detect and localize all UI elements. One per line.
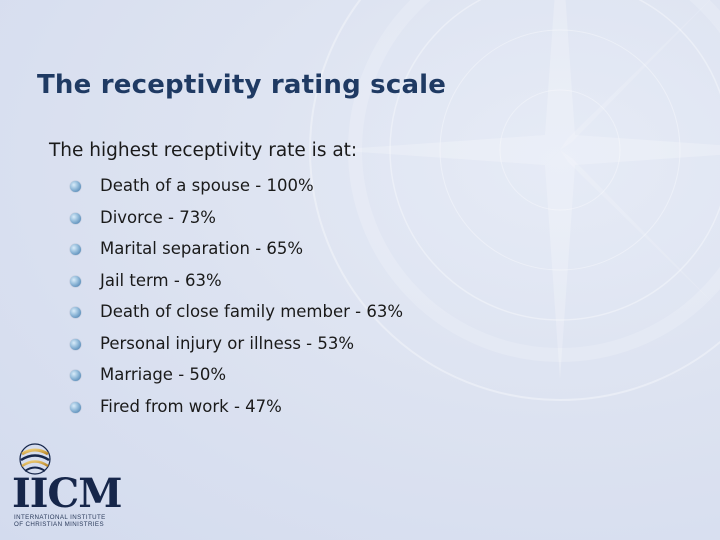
bullet-icon: [70, 212, 81, 224]
list-item: Death of a spouse - 100%: [70, 173, 403, 205]
list-item: Fired from work - 47%: [70, 394, 403, 426]
list-item: Death of close family member - 63%: [70, 299, 403, 331]
list-item-label: Fired from work - 47%: [100, 396, 282, 416]
list-item: Marriage - 50%: [70, 362, 403, 394]
bullet-icon: [70, 370, 81, 381]
list-item-label: Divorce - 73%: [100, 207, 216, 227]
list-item-label: Jail term - 63%: [100, 270, 222, 290]
list-item-label: Marriage - 50%: [100, 365, 227, 384]
bullet-icon: [70, 338, 81, 350]
list-item: Jail term - 63%: [70, 268, 403, 300]
list-item: Divorce - 73%: [70, 205, 403, 237]
bullet-icon: [70, 244, 81, 255]
list-item-label: Personal injury or illness - 53%: [100, 333, 355, 353]
list-item-label: Death of close family member - 63%: [100, 302, 404, 321]
logo-subtitle-line1: INTERNATIONAL INSTITUTE: [14, 514, 106, 521]
logo-acronym: IICM: [12, 470, 123, 517]
logo-subtitle-line2: OF CHRISTIAN MINISTRIES: [14, 521, 104, 528]
list-item: Personal injury or illness - 53%: [70, 331, 403, 363]
list-item-label: Marital separation - 65%: [100, 239, 304, 258]
list-item-label: Death of a spouse - 100%: [100, 176, 314, 195]
bullet-icon: [70, 275, 81, 287]
globe-icon: [19, 443, 51, 475]
list-item: Marital separation - 65%: [70, 236, 403, 268]
bullet-icon: [70, 307, 81, 318]
bullet-list: Death of a spouse - 100% Divorce - 73% M…: [70, 173, 403, 425]
intro-text: The highest receptivity rate is at:: [49, 140, 358, 161]
bullet-icon: [70, 401, 81, 413]
page-title: The receptivity rating scale: [37, 70, 447, 100]
bullet-icon: [70, 181, 81, 192]
iicm-logo: IICM INTERNATIONAL INSTITUTE OF CHRISTIA…: [8, 440, 123, 530]
